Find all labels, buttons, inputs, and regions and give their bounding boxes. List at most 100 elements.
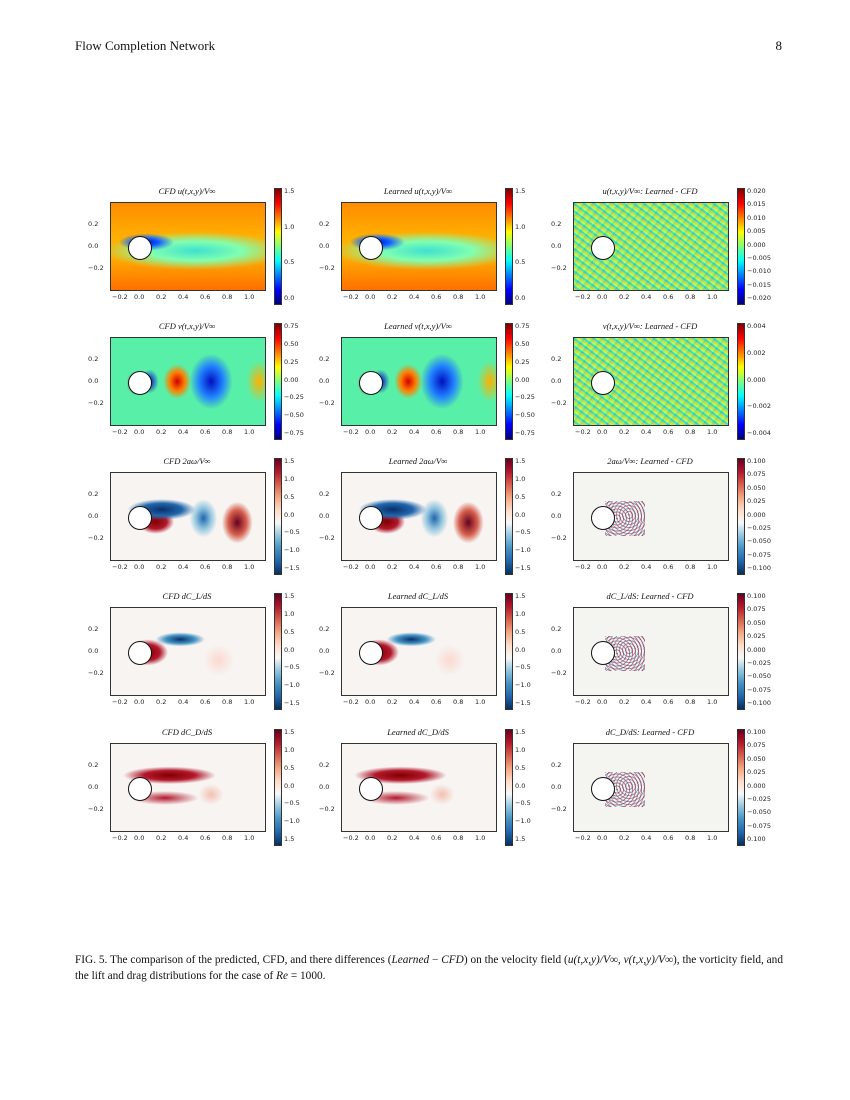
colorbar bbox=[505, 323, 513, 440]
colorbar bbox=[737, 729, 745, 846]
panel-title: CFD dC_L/dS bbox=[162, 591, 212, 601]
colorbar bbox=[274, 458, 282, 575]
y-tick-label: 0.2 bbox=[551, 625, 562, 633]
x-tick-label: 0.6 bbox=[431, 428, 442, 436]
x-tick-label: 1.0 bbox=[475, 698, 486, 706]
colorbar-tick-label: 0.25 bbox=[515, 357, 530, 366]
y-tick-label: 0.0 bbox=[319, 377, 330, 385]
y-tick-label: 0.0 bbox=[319, 512, 330, 520]
x-tick-label: −0.2 bbox=[575, 428, 591, 436]
caption-text: = 1000. bbox=[288, 970, 326, 982]
x-tick-label: 0.0 bbox=[365, 698, 376, 706]
x-tick-label: 0.2 bbox=[387, 293, 398, 301]
x-tick-label: 0.0 bbox=[597, 834, 608, 842]
colorbar-tick-label: −0.50 bbox=[284, 411, 304, 420]
y-tick-label: 0.0 bbox=[88, 242, 99, 250]
cylinder bbox=[358, 370, 383, 395]
panel-title: CFD 2aω/V∞ bbox=[163, 456, 211, 466]
y-tick-label: −0.2 bbox=[88, 264, 104, 272]
colorbar-tick-label: −1.5 bbox=[284, 699, 300, 707]
colorbar-tick-label: 0.0 bbox=[515, 294, 526, 302]
colorbar-tick-label: −0.010 bbox=[747, 267, 772, 276]
x-tick-label: −0.2 bbox=[343, 293, 359, 301]
x-tick-label: 0.0 bbox=[134, 834, 145, 842]
panel-title: Learned 2aω/V∞ bbox=[388, 456, 448, 466]
colorbar-tick-label: 1.0 bbox=[284, 474, 295, 483]
y-tick-label: −0.2 bbox=[88, 669, 104, 677]
colorbar-tick-label: 0.000 bbox=[747, 781, 766, 790]
colorbar-tick-label: 0.0 bbox=[515, 510, 526, 519]
colorbar-tick-label: 0.010 bbox=[747, 213, 766, 222]
x-tick-label: 0.6 bbox=[200, 834, 211, 842]
panel-title: CFD v(t,x,y)/V∞ bbox=[158, 321, 216, 331]
x-tick-label: 0.2 bbox=[387, 834, 398, 842]
colorbar-tick-label: 1.5 bbox=[515, 187, 526, 195]
y-tick-label: −0.2 bbox=[551, 264, 567, 272]
colorbar-tick-label: −0.5 bbox=[515, 528, 531, 537]
colorbar-tick-label: 1.5 bbox=[515, 457, 526, 465]
y-tick-label: 0.2 bbox=[88, 761, 99, 769]
y-tick-label: −0.2 bbox=[551, 534, 567, 542]
colorbar bbox=[737, 458, 745, 575]
colorbar-tick-label: 0.100 bbox=[747, 728, 766, 736]
colorbar-tick-label: 1.5 bbox=[284, 457, 295, 465]
x-tick-label: 0.8 bbox=[222, 293, 233, 301]
x-tick-label: 0.2 bbox=[619, 834, 630, 842]
x-tick-label: 0.4 bbox=[178, 293, 189, 301]
colorbar-tick-label: 0.100 bbox=[747, 457, 766, 465]
cylinder bbox=[127, 776, 152, 801]
x-tick-label: 0.8 bbox=[685, 698, 696, 706]
y-tick-label: 0.2 bbox=[319, 355, 330, 363]
colorbar-tick-label: 0.002 bbox=[747, 348, 766, 357]
x-tick-label: 1.0 bbox=[244, 834, 255, 842]
colorbar-tick-label: 0.5 bbox=[515, 492, 526, 501]
cylinder bbox=[590, 370, 615, 395]
heatmap-v-velocity bbox=[341, 337, 497, 426]
colorbar-tick-label: −0.75 bbox=[515, 429, 535, 437]
x-tick-label: 1.0 bbox=[475, 293, 486, 301]
colorbar bbox=[737, 323, 745, 440]
colorbar-tick-label: −0.025 bbox=[747, 523, 772, 532]
colorbar-tick-label: −0.100 bbox=[747, 564, 772, 572]
heatmap-u-velocity bbox=[341, 202, 497, 291]
x-tick-label: 1.0 bbox=[244, 698, 255, 706]
panel-title: CFD u(t,x,y)/V∞ bbox=[158, 186, 216, 196]
x-tick-label: 1.0 bbox=[707, 293, 718, 301]
heatmap-u-velocity bbox=[573, 202, 729, 291]
heatmap-lift bbox=[110, 607, 266, 696]
x-tick-label: 0.2 bbox=[387, 563, 398, 571]
colorbar-tick-label: 0.0 bbox=[515, 781, 526, 790]
y-tick-label: −0.2 bbox=[319, 669, 335, 677]
colorbar-tick-label: 1.5 bbox=[284, 835, 295, 843]
colorbar-tick-label: −0.075 bbox=[747, 685, 772, 694]
colorbar-tick-label: 0.000 bbox=[747, 645, 766, 654]
x-tick-label: 0.0 bbox=[597, 293, 608, 301]
cylinder bbox=[127, 235, 152, 260]
x-tick-label: 0.2 bbox=[156, 428, 167, 436]
colorbar-tick-label: 0.75 bbox=[284, 322, 299, 330]
y-tick-label: 0.2 bbox=[319, 490, 330, 498]
cylinder bbox=[358, 640, 383, 665]
x-tick-label: 0.0 bbox=[134, 698, 145, 706]
colorbar-tick-label: 0.005 bbox=[747, 227, 766, 236]
colorbar-tick-label: −0.002 bbox=[747, 402, 772, 411]
colorbar-tick-label: 0.015 bbox=[747, 200, 766, 209]
x-tick-label: 0.6 bbox=[663, 293, 674, 301]
y-tick-label: 0.2 bbox=[88, 355, 99, 363]
x-tick-label: −0.2 bbox=[343, 834, 359, 842]
colorbar-tick-label: 0.50 bbox=[284, 339, 299, 348]
x-tick-label: −0.2 bbox=[112, 698, 128, 706]
x-tick-label: 0.4 bbox=[641, 834, 652, 842]
colorbar-tick-label: −0.5 bbox=[284, 799, 300, 808]
colorbar-tick-label: 0.004 bbox=[747, 322, 766, 330]
panel-title: Learned u(t,x,y)/V∞ bbox=[383, 186, 453, 196]
colorbar-tick-label: 0.5 bbox=[284, 763, 295, 772]
colorbar-tick-label: −1.0 bbox=[284, 817, 300, 826]
x-tick-label: 1.0 bbox=[475, 834, 486, 842]
colorbar-tick-label: −0.25 bbox=[284, 393, 304, 402]
colorbar-tick-label: −0.025 bbox=[747, 658, 772, 667]
x-tick-label: 0.4 bbox=[409, 428, 420, 436]
y-tick-label: −0.2 bbox=[319, 399, 335, 407]
y-tick-label: 0.2 bbox=[88, 625, 99, 633]
x-tick-label: 0.8 bbox=[453, 428, 464, 436]
